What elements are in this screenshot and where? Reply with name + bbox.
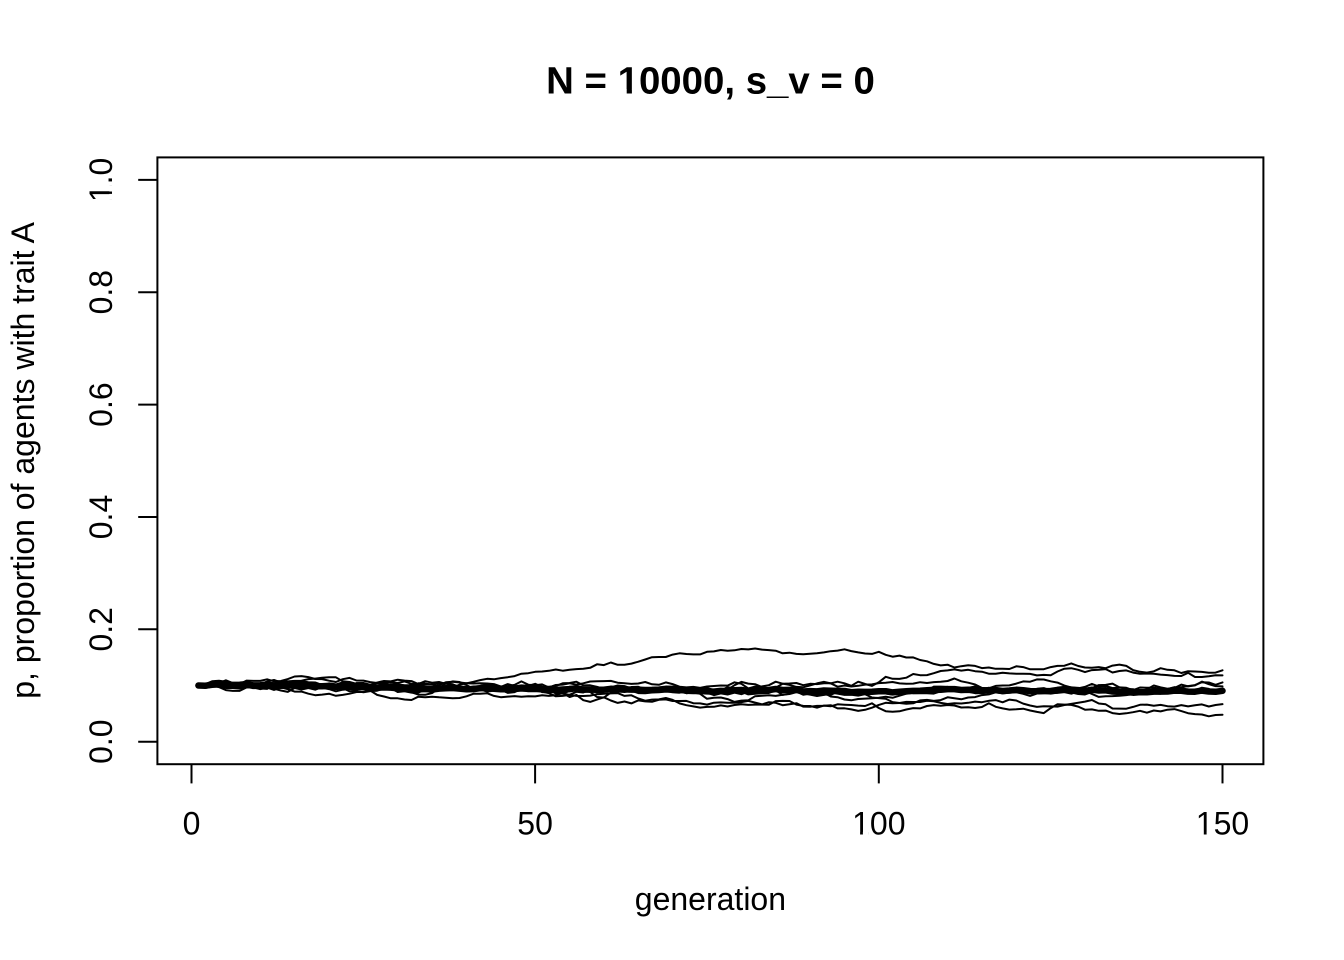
svg-text:0.2: 0.2 (83, 607, 119, 651)
svg-text:0.4: 0.4 (83, 495, 119, 539)
svg-text:0.0: 0.0 (83, 719, 119, 763)
svg-text:0: 0 (183, 806, 201, 842)
svg-text:N = 10000, s_v = 0: N = 10000, s_v = 0 (546, 59, 875, 102)
svg-text:150: 150 (1196, 806, 1249, 842)
svg-text:generation: generation (635, 881, 786, 917)
svg-text:100: 100 (852, 806, 905, 842)
svg-text:p, proportion of agents with t: p, proportion of agents with trait A (5, 221, 41, 698)
svg-text:0.8: 0.8 (83, 270, 119, 314)
svg-text:0.6: 0.6 (83, 382, 119, 426)
svg-text:50: 50 (517, 806, 553, 842)
